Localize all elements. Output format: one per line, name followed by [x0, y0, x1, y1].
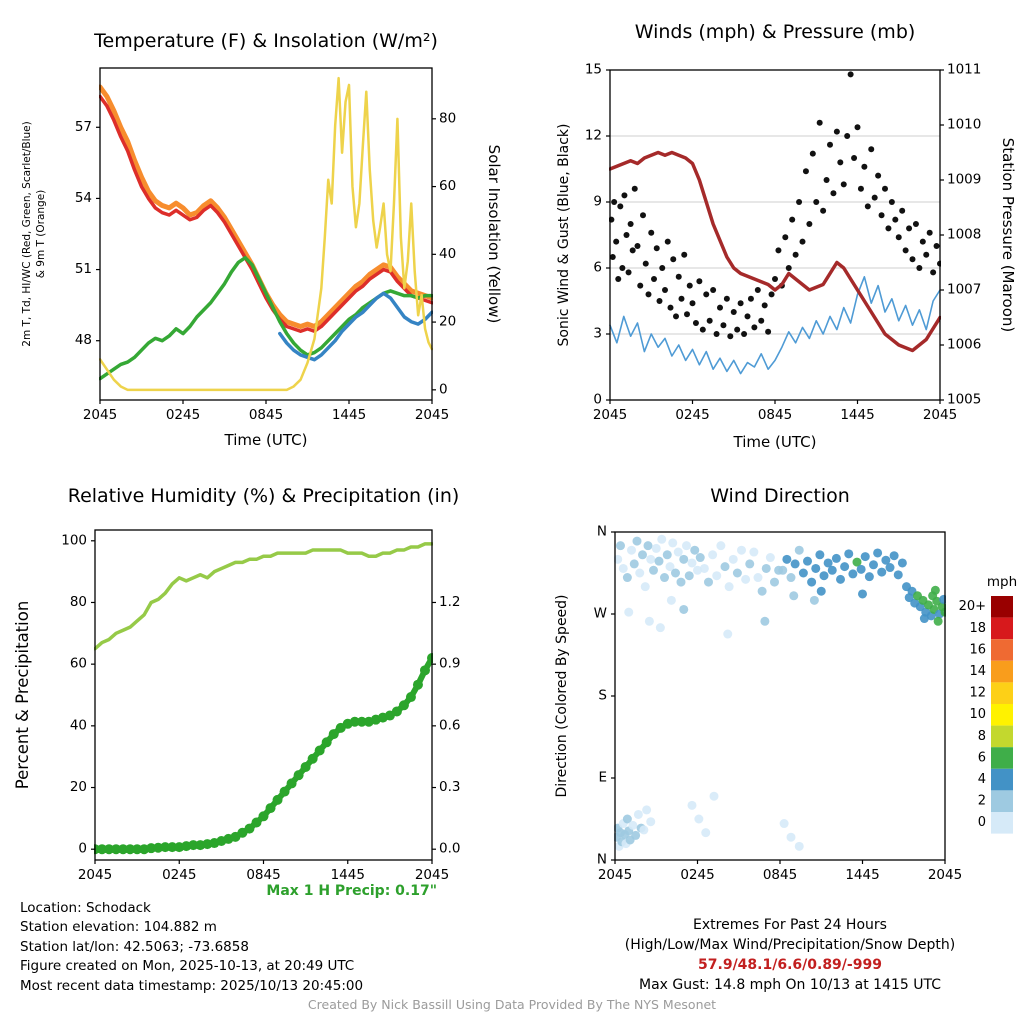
station-metadata: Location: Schodack Station elevation: 10… — [20, 899, 363, 996]
figure-created-timestamp: Figure created on Mon, 2025-10-13, at 20… — [20, 958, 355, 975]
credit-line: Created By Nick Bassill Using Data Provi… — [307, 997, 717, 1012]
extremes-subtitle: (High/Low/Max Wind/Precipitation/Snow De… — [624, 937, 956, 953]
humidity-precipitation-chart — [0, 460, 512, 900]
temperature-insolation-chart — [0, 0, 512, 460]
max-hourly-precip-note: Max 1 H Precip: 0.17" — [266, 883, 437, 899]
data-timestamp: Most recent data timestamp: 2025/10/13 2… — [20, 977, 364, 994]
wind-direction-chart — [512, 460, 1024, 900]
extremes-title: Extremes For Past 24 Hours — [693, 917, 887, 933]
winds-pressure-chart — [512, 0, 1024, 460]
station-elevation: Station elevation: 104.882 m — [20, 919, 217, 936]
extremes-block: Extremes For Past 24 Hours (High/Low/Max… — [556, 915, 1024, 995]
extremes-values: 57.9/48.1/6.6/0.89/-999 — [698, 957, 882, 973]
station-latlon: Station lat/lon: 42.5063; -73.6858 — [20, 938, 249, 955]
max-gust-note: Max Gust: 14.8 mph On 10/13 at 1415 UTC — [638, 977, 942, 993]
station-location: Location: Schodack — [20, 900, 151, 916]
